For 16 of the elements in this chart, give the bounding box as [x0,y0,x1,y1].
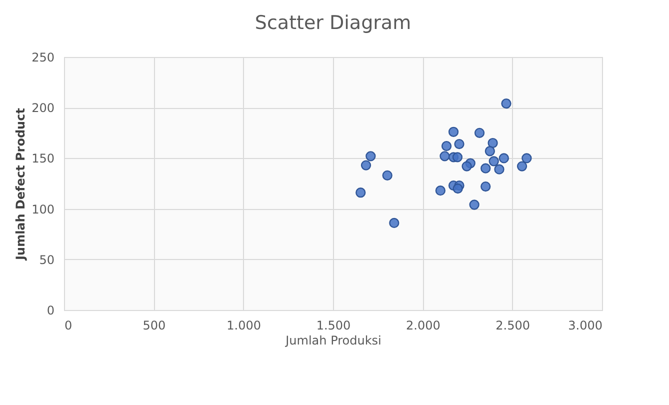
x-tick-label: 1.000 [226,318,262,332]
x-axis-title: Jumlah Produksi [284,334,382,348]
y-tick-label: 250 [32,50,54,64]
x-tick-label: 3.000 [568,318,602,332]
y-tick-label: 200 [32,101,54,116]
x-tick-label: 0 [64,318,72,332]
y-tick-label: 150 [32,152,54,166]
x-tick-label: 2.500 [496,318,530,332]
x-tick-label: 2.000 [406,318,440,332]
chart-title: Scatter Diagram [254,12,412,34]
y-tick-label: 50 [39,252,54,267]
y-axis-title: Jumlah Defect Product [14,108,28,261]
y-tick-label: 100 [32,202,54,216]
x-tick-label: 500 [142,318,166,332]
y-tick-label: 0 [46,304,54,318]
x-tick-label: 1.500 [316,318,351,332]
